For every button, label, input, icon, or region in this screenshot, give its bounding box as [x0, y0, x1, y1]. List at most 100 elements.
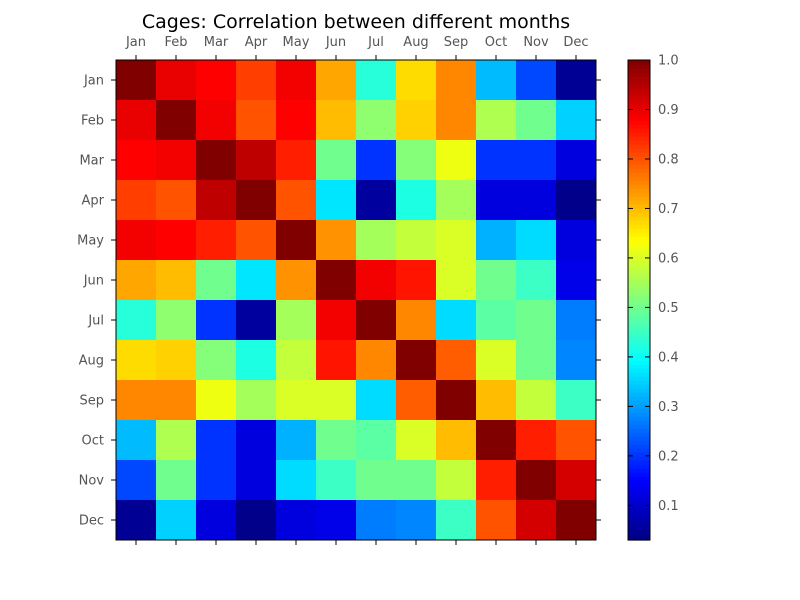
heatmap-cell-nov-jul [356, 460, 397, 501]
colorbar-segment [628, 184, 650, 189]
colorbar-segment [628, 380, 650, 385]
colorbar-segment [628, 448, 650, 453]
x-tick-label-dec: Dec [563, 35, 588, 50]
colorbar-segment [628, 136, 650, 141]
heatmap-cell-jan-jun [316, 60, 357, 101]
colorbar-segment [628, 488, 650, 493]
heatmap-cell-jan-may [276, 60, 317, 101]
colorbar-segment [628, 80, 650, 85]
heatmap-cell-jan-feb [156, 60, 197, 101]
colorbar-tick-label: 0.3 [658, 400, 679, 415]
heatmap-cell-nov-aug [396, 460, 437, 501]
heatmap-cell-aug-jan [116, 340, 157, 381]
heatmap-cell-oct-nov [516, 420, 557, 461]
colorbar-segment [628, 324, 650, 329]
heatmap-cell-jun-may [276, 260, 317, 301]
colorbar-segment [628, 212, 650, 217]
colorbar-segment [628, 192, 650, 197]
colorbar-tick-label: 0.6 [658, 251, 679, 266]
heatmap-cell-dec-may [276, 500, 317, 541]
colorbar-segment [628, 312, 650, 317]
colorbar-segment [628, 460, 650, 465]
colorbar-segment [628, 116, 650, 121]
colorbar-segment [628, 296, 650, 301]
colorbar-segment [628, 288, 650, 293]
heatmap-cell-may-aug [396, 220, 437, 261]
colorbar-frame [627, 59, 651, 541]
colorbar-segment [628, 148, 650, 153]
heatmap-cell-dec-aug [396, 500, 437, 541]
colorbar-segment [628, 156, 650, 161]
colorbar-segment [628, 508, 650, 513]
heatmap-cell-aug-may [276, 340, 317, 381]
colorbar-segment [628, 132, 650, 137]
heatmap-cell-oct-aug [396, 420, 437, 461]
colorbar-segment [628, 256, 650, 261]
y-tick-label-oct: Oct [82, 434, 104, 449]
colorbar-segment [628, 340, 650, 345]
heatmap-cell-oct-apr [236, 420, 277, 461]
heatmap-cell-feb-jan [116, 100, 157, 141]
colorbar-segment [628, 500, 650, 505]
heatmap-cell-dec-jun [316, 500, 357, 541]
heatmap-cell-nov-nov [516, 460, 557, 501]
heatmap-cell-jun-jan [116, 260, 157, 301]
heatmap-cell-jul-may [276, 300, 317, 341]
colorbar-segment [628, 272, 650, 277]
colorbar-segment [628, 476, 650, 481]
heatmap-cell-aug-nov [516, 340, 557, 381]
heatmap-cell-may-nov [516, 220, 557, 261]
heatmap-cell-nov-sep [436, 460, 477, 501]
colorbar-segment [628, 224, 650, 229]
colorbar-segment [628, 352, 650, 357]
heatmap-cell-apr-oct [476, 180, 517, 221]
heatmap-cell-nov-mar [196, 460, 237, 501]
heatmap-cell-feb-apr [236, 100, 277, 141]
x-tick-label-jun: Jun [325, 35, 346, 50]
colorbar-segment [628, 152, 650, 157]
y-tick-label-mar: Mar [79, 154, 104, 169]
colorbar-segment [628, 280, 650, 285]
heatmap-cell-may-jun [316, 220, 357, 261]
colorbar-tick-label: 0.9 [658, 103, 679, 118]
colorbar-segment [628, 532, 650, 537]
colorbar-tick-label: 0.4 [658, 350, 679, 365]
heatmap-cell-sep-jun [316, 380, 357, 421]
heatmap-cell-nov-may [276, 460, 317, 501]
heatmap-cell-aug-oct [476, 340, 517, 381]
colorbar-segment [628, 240, 650, 245]
colorbar-segment [628, 328, 650, 333]
x-tick-label-oct: Oct [485, 35, 507, 50]
y-tick-label-dec: Dec [79, 514, 104, 529]
colorbar-segment [628, 348, 650, 353]
colorbar-segment [628, 104, 650, 109]
heatmap-cell-jan-nov [516, 60, 557, 101]
heatmap-cell-may-jan [116, 220, 157, 261]
heatmap-cell-nov-apr [236, 460, 277, 501]
heatmap-cell-aug-jun [316, 340, 357, 381]
heatmap-cell-jan-sep [436, 60, 477, 101]
heatmap-cell-dec-jan [116, 500, 157, 541]
colorbar-segment [628, 400, 650, 405]
heatmap-cell-mar-nov [516, 140, 557, 181]
heatmap-cell-apr-aug [396, 180, 437, 221]
colorbar-segment [628, 444, 650, 449]
colorbar-segment [628, 376, 650, 381]
x-tick-label-nov: Nov [523, 35, 549, 50]
colorbar-tick-label: 0.8 [658, 152, 679, 167]
colorbar-segment [628, 452, 650, 457]
heatmap-cell-nov-jun [316, 460, 357, 501]
colorbar-segment [628, 412, 650, 417]
colorbar-segment [628, 260, 650, 265]
heatmap-cell-oct-jan [116, 420, 157, 461]
colorbar-segment [628, 220, 650, 225]
colorbar-segment [628, 396, 650, 401]
heatmap-cell-apr-sep [436, 180, 477, 221]
heatmap-cell-may-apr [236, 220, 277, 261]
colorbar-segment [628, 276, 650, 281]
colorbar-segment [628, 128, 650, 133]
heatmap-cell-jan-aug [396, 60, 437, 101]
heatmap-cell-jan-mar [196, 60, 237, 101]
colorbar-segment [628, 504, 650, 509]
